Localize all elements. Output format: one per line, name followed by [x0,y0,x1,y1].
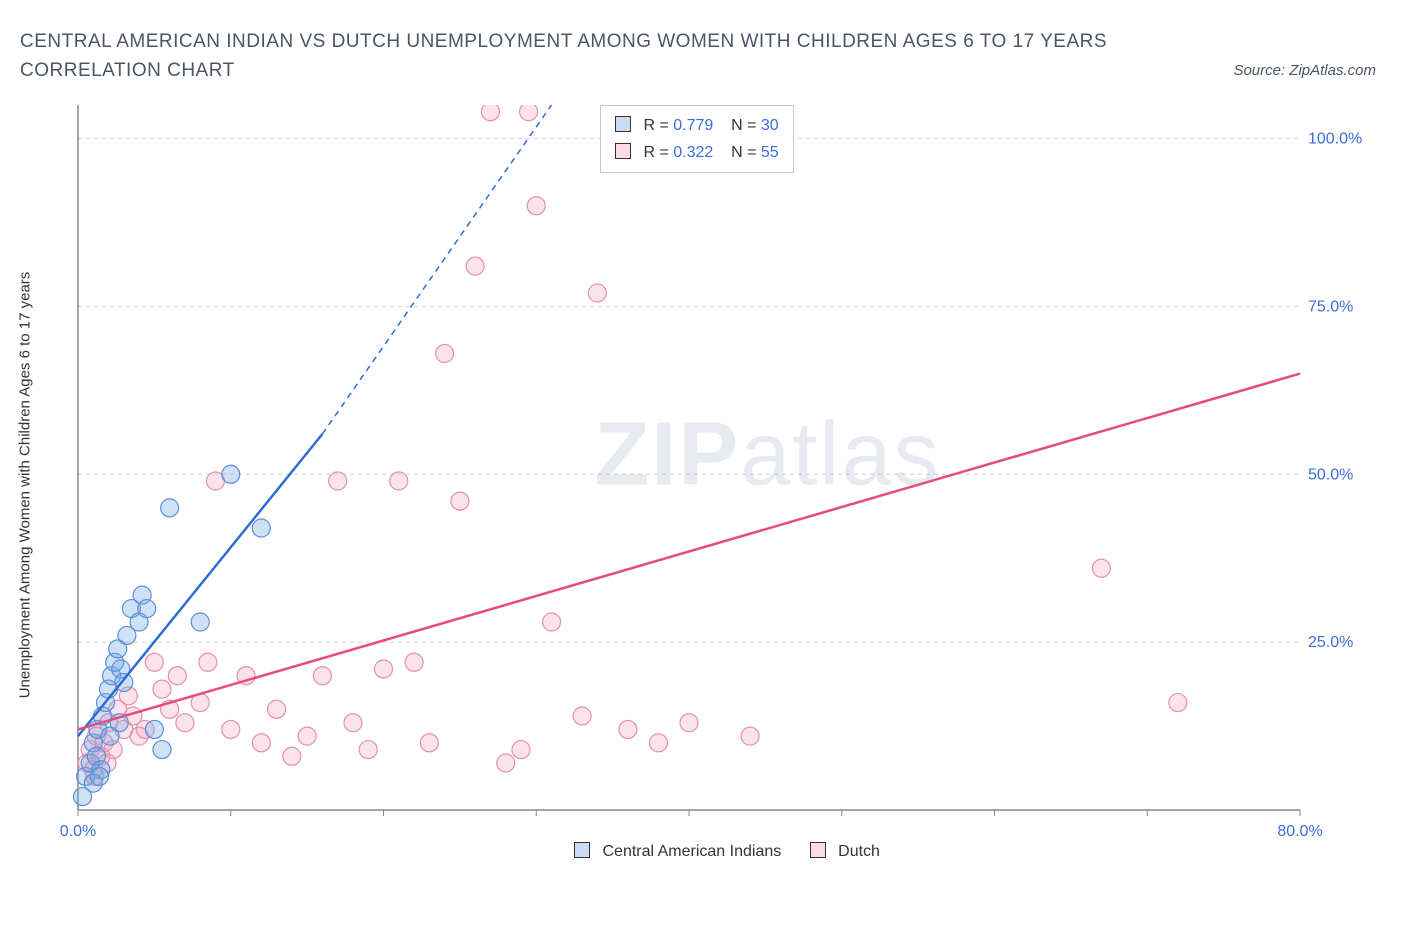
data-point [298,727,316,745]
legend-label: Central American Indians [602,843,781,860]
data-point [1169,694,1187,712]
svg-text:25.0%: 25.0% [1308,634,1353,651]
data-point [145,720,163,738]
svg-text:80.0%: 80.0% [1277,823,1322,840]
data-point [199,653,217,671]
legend: Central American Indians Dutch [60,842,1370,861]
data-point [168,667,186,685]
data-point [543,613,561,631]
data-point [176,714,194,732]
svg-text:0.0%: 0.0% [60,823,96,840]
data-point [252,519,270,537]
data-point [436,344,454,362]
data-point [222,720,240,738]
data-point [573,707,591,725]
data-point [527,197,545,215]
swatch-blue-icon [615,116,631,132]
data-point [405,653,423,671]
data-point [420,734,438,752]
data-point [619,720,637,738]
stats-row: R = 0.322 N = 55 [615,139,779,166]
legend-label: Dutch [838,843,880,860]
data-point [153,680,171,698]
data-point [741,727,759,745]
chart-title: CENTRAL AMERICAN INDIAN VS DUTCH UNEMPLO… [20,28,1120,85]
source-attribution: Source: ZipAtlas.com [1233,62,1376,79]
data-point [390,472,408,490]
data-point [344,714,362,732]
data-point [497,754,515,772]
data-point [222,465,240,483]
legend-swatch-pink-icon [810,842,826,858]
data-point [512,741,530,759]
legend-swatch-blue-icon [574,842,590,858]
data-point [588,284,606,302]
scatter-chart: 25.0% 50.0% 75.0% 100.0% 0.0% 80.0% [60,105,1370,865]
data-point [451,492,469,510]
swatch-pink-icon [615,143,631,159]
data-point [359,741,377,759]
data-point [680,714,698,732]
data-point [153,741,171,759]
data-point [191,613,209,631]
data-point [375,660,393,678]
data-point [268,700,286,718]
data-point [313,667,331,685]
data-point [283,747,301,765]
data-point [520,105,538,121]
trend-line-cai-extrap [322,105,551,434]
data-point [90,767,108,785]
trend-line-cai [78,434,322,736]
svg-text:100.0%: 100.0% [1308,131,1362,148]
data-point [138,600,156,618]
data-point [649,734,667,752]
data-point [252,734,270,752]
data-point [74,788,92,806]
svg-text:50.0%: 50.0% [1308,466,1353,483]
svg-text:75.0%: 75.0% [1308,298,1353,315]
plot-area: Unemployment Among Women with Children A… [60,105,1370,865]
y-axis-label: Unemployment Among Women with Children A… [17,272,34,699]
trend-line-dutch [78,374,1300,730]
data-point [481,105,499,121]
stats-row: R = 0.779 N = 30 [615,112,779,139]
data-point [466,257,484,275]
correlation-stats-box: R = 0.779 N = 30 R = 0.322 N = 55 [600,105,794,173]
data-point [329,472,347,490]
data-point [161,499,179,517]
data-point [145,653,163,671]
data-point [1092,559,1110,577]
